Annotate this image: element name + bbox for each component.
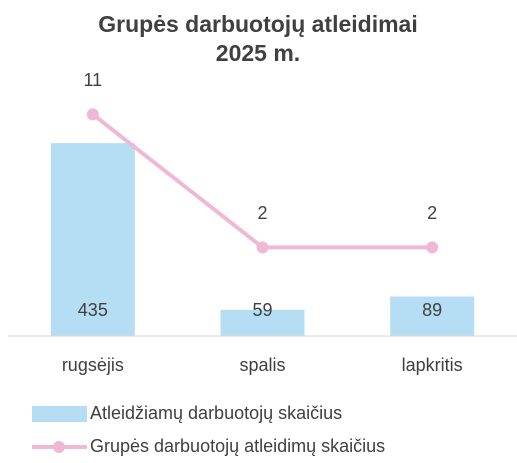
bar	[220, 309, 305, 336]
data-label: 2	[257, 203, 267, 223]
data-label: 59	[252, 300, 272, 320]
line-point	[426, 241, 439, 254]
chart-title: Grupės darbuotojų atleidimai 2025 m.	[98, 11, 418, 66]
x-tick-label: lapkritis	[402, 355, 463, 375]
x-tick-label: spalis	[239, 355, 285, 375]
data-label: 11	[83, 70, 102, 90]
bar	[50, 143, 135, 336]
line-point	[256, 241, 269, 254]
line-point	[86, 108, 99, 121]
data-label: 2	[427, 203, 437, 223]
bar	[390, 296, 475, 336]
x-tick-label: rugsėjis	[62, 355, 124, 375]
legend-label: Atleidžiamų darbuotojų skaičius	[90, 403, 342, 423]
line	[91, 112, 433, 250]
legend-label: Grupės darbuotojų atleidimų skaičius	[90, 436, 385, 456]
legend-swatch	[53, 441, 65, 453]
data-label: 89	[422, 300, 442, 320]
data-label: 435	[78, 300, 108, 320]
legend-swatch	[32, 406, 87, 422]
